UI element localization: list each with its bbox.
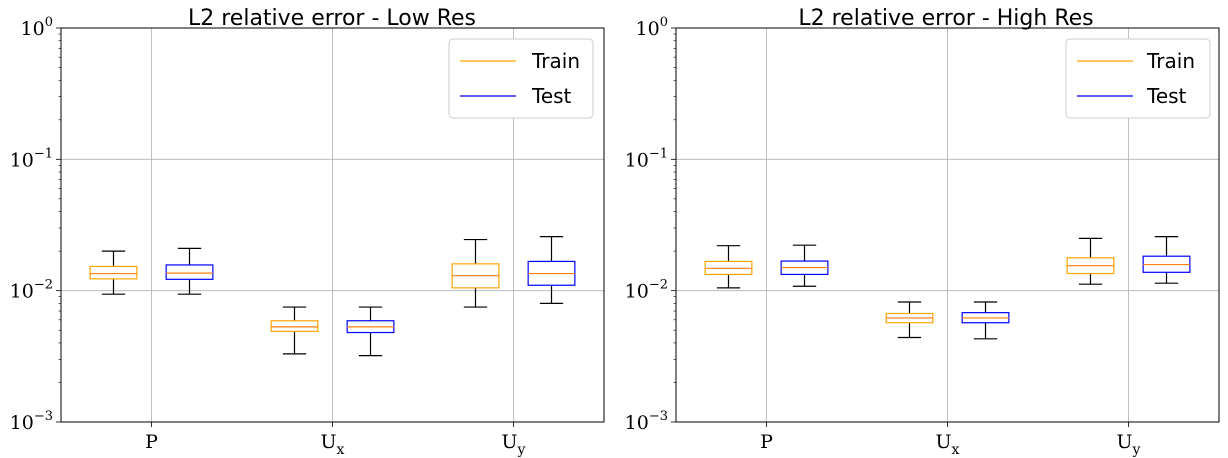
chart-panel-low-res: L2 relative error - Low Res 10−3 10−2 10−1… — [10, 6, 605, 458]
legend-label-train: Train — [1146, 49, 1195, 73]
x-tick-label: Uy — [502, 431, 526, 458]
y-tick-label: 10−3 — [625, 409, 668, 434]
y-tick-label: 10−1 — [625, 146, 668, 171]
legend-box — [448, 38, 594, 119]
x-tick-label: Ux — [321, 431, 345, 458]
chart-title: L2 relative error - High Res — [798, 6, 1093, 31]
box-train — [89, 265, 138, 280]
axes-frame — [675, 27, 1220, 423]
y-tick-label: 10−2 — [10, 278, 53, 303]
y-tick-label: 10−3 — [10, 409, 53, 434]
legend: Train Test — [448, 38, 594, 119]
legend: Train Test — [1065, 38, 1211, 119]
y-tick-label: 10−2 — [625, 278, 668, 303]
legend-box — [1065, 38, 1211, 119]
axes-frame — [60, 27, 605, 423]
y-tick-label: 100 — [636, 15, 668, 40]
legend-label-test: Test — [1146, 84, 1187, 108]
box-test — [165, 264, 214, 280]
chart-title: L2 relative error - Low Res — [188, 6, 476, 31]
x-tick-label: P — [145, 431, 158, 453]
box-train — [270, 320, 319, 332]
y-tick-label: 100 — [21, 15, 53, 40]
x-tick-label: Ux — [936, 431, 960, 458]
y-tick-label: 10−1 — [10, 146, 53, 171]
legend-label-test: Test — [531, 84, 572, 108]
x-tick-label: Uy — [1117, 431, 1141, 458]
chart-panel-high-res: L2 relative error - High Res 10−3 10−2 10−… — [625, 6, 1220, 458]
x-tick-label: P — [760, 431, 773, 453]
legend-label-train: Train — [531, 49, 580, 73]
